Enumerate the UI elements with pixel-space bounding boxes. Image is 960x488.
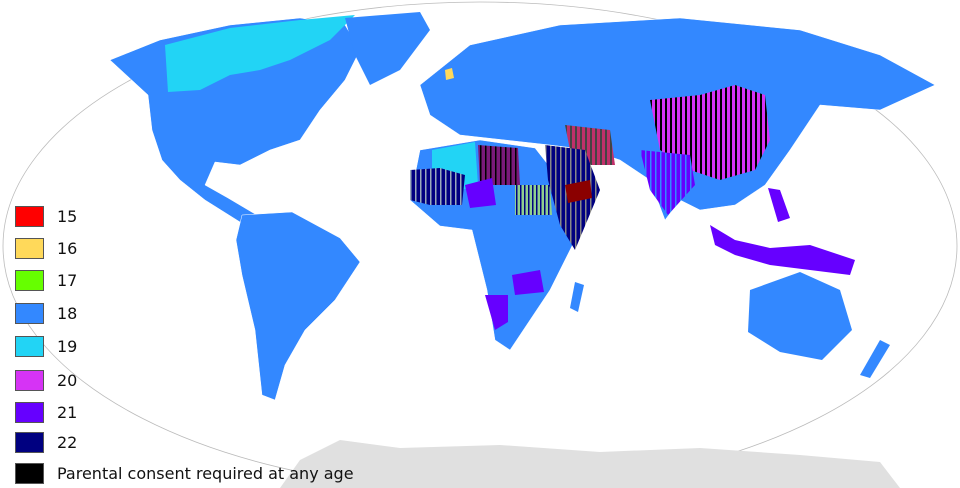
legend-swatch	[15, 431, 44, 453]
greenland	[345, 12, 430, 85]
legend-label: 18	[57, 303, 78, 323]
legend-swatch	[15, 237, 44, 259]
indonesia-21	[710, 225, 855, 275]
niger-21	[465, 178, 496, 208]
legend-item-19: 19	[15, 335, 77, 357]
legend-item-15: 15	[15, 205, 77, 227]
australia	[748, 272, 852, 360]
ireland-16	[445, 68, 454, 80]
legend-item-22: 22	[15, 431, 77, 453]
legend-item-20: 20	[15, 369, 77, 391]
new-zealand	[860, 340, 890, 378]
legend-swatch	[15, 401, 44, 423]
india-striped	[640, 150, 695, 215]
legend-label: 21	[57, 402, 78, 422]
libya-striped	[478, 145, 520, 185]
legend-label: 17	[57, 270, 78, 290]
madagascar	[570, 282, 584, 312]
legend-item-18: 18	[15, 302, 77, 324]
legend-swatch	[15, 335, 44, 357]
legend-item-17: 17	[15, 269, 77, 291]
legend-swatch	[15, 302, 44, 324]
legend-swatch	[15, 205, 44, 227]
legend-swatch	[15, 369, 44, 391]
canada-north-19	[165, 15, 355, 92]
west-africa-striped	[410, 168, 465, 205]
legend-label: 15	[57, 206, 78, 226]
legend-label: 22	[57, 432, 78, 452]
zambia-21	[512, 270, 544, 295]
sudan-striped	[515, 185, 552, 215]
namibia-21	[485, 295, 508, 330]
legend-item-21: 21	[15, 401, 77, 423]
yemen	[565, 180, 592, 203]
philippines-21	[768, 188, 790, 222]
legend-label: 20	[57, 370, 78, 390]
legend-swatch	[15, 462, 44, 484]
legend-label: Parental consent required at any age	[57, 463, 354, 483]
legend-label: 19	[57, 336, 78, 356]
legend-swatch	[15, 269, 44, 291]
legend-item-parental-consent: Parental consent required at any age	[15, 462, 354, 484]
legend-label: 16	[57, 238, 78, 258]
antarctica	[280, 440, 900, 488]
south-america	[235, 211, 361, 401]
legend-item-16: 16	[15, 237, 77, 259]
